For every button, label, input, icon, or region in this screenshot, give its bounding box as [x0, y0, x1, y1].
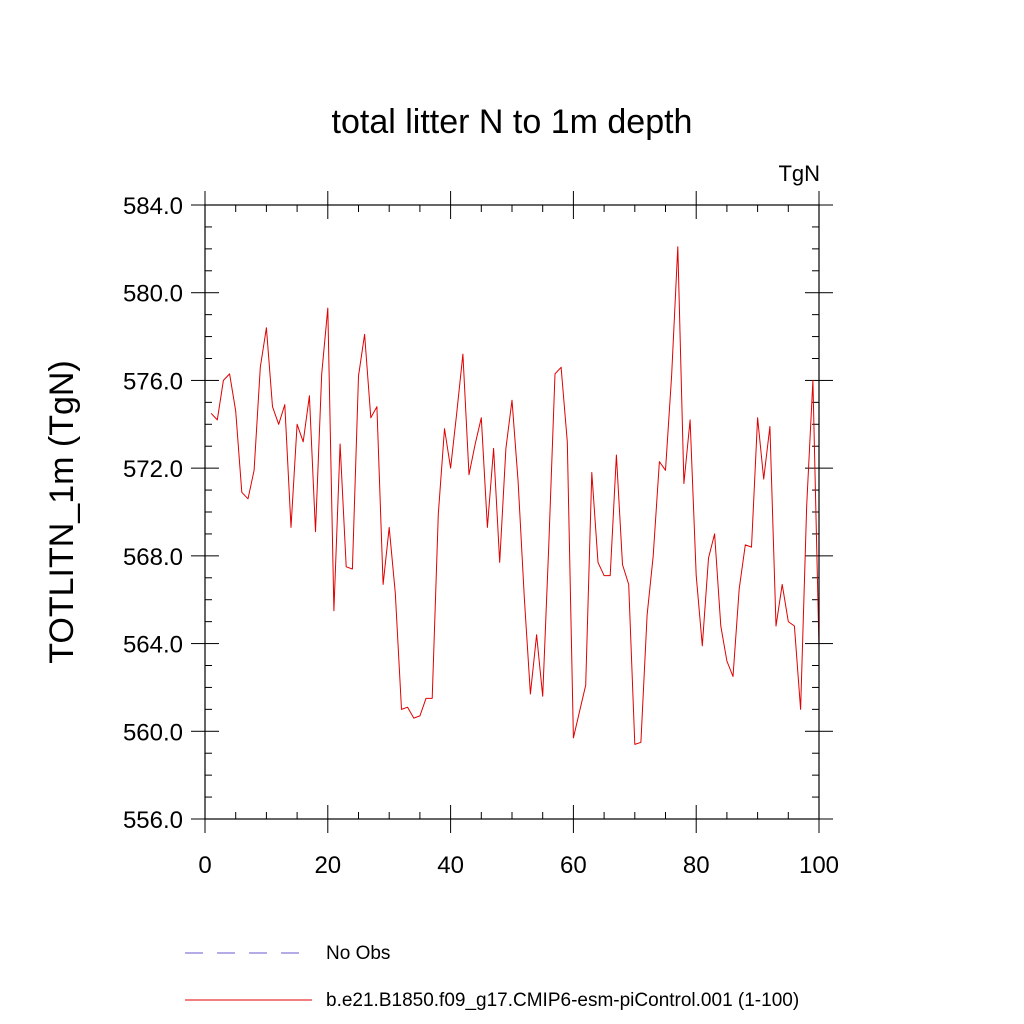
series-layer	[210, 246, 820, 745]
y-tick-label: 556.0	[123, 807, 183, 834]
y-axis-label: TOTLITN_1m (TgN)	[43, 360, 81, 664]
units-label: TgN	[778, 161, 820, 186]
tick-labels: 0 20 40 60 80 100 556.0 560.0 564.0 568.0 572.0 576…	[123, 193, 839, 879]
x-tick-label: 80	[683, 852, 710, 879]
axis-ticks	[191, 191, 833, 833]
x-tick-label: 100	[799, 852, 839, 879]
x-tick-label: 20	[314, 852, 341, 879]
legend-label-model: b.e21.B1850.f09_g17.CMIP6-esm-piControl.…	[326, 990, 799, 1011]
x-tick-label: 0	[198, 852, 211, 879]
y-tick-label: 560.0	[123, 719, 183, 746]
plot-frame	[204, 204, 820, 820]
legend-label-no-obs: No Obs	[326, 943, 390, 964]
y-tick-label: 564.0	[123, 632, 183, 659]
x-tick-label: 40	[437, 852, 464, 879]
x-tick-label: 60	[560, 852, 587, 879]
y-tick-label: 580.0	[123, 281, 183, 308]
y-tick-label: 576.0	[123, 368, 183, 395]
series-line	[210, 246, 820, 745]
y-tick-label: 572.0	[123, 456, 183, 483]
y-tick-label: 568.0	[123, 544, 183, 571]
y-tick-label: 584.0	[123, 193, 183, 220]
chart-title: total litter N to 1m depth	[332, 103, 693, 141]
legend: No Obs b.e21.B1850.f09_g17.CMIP6-esm-piC…	[185, 943, 799, 1011]
